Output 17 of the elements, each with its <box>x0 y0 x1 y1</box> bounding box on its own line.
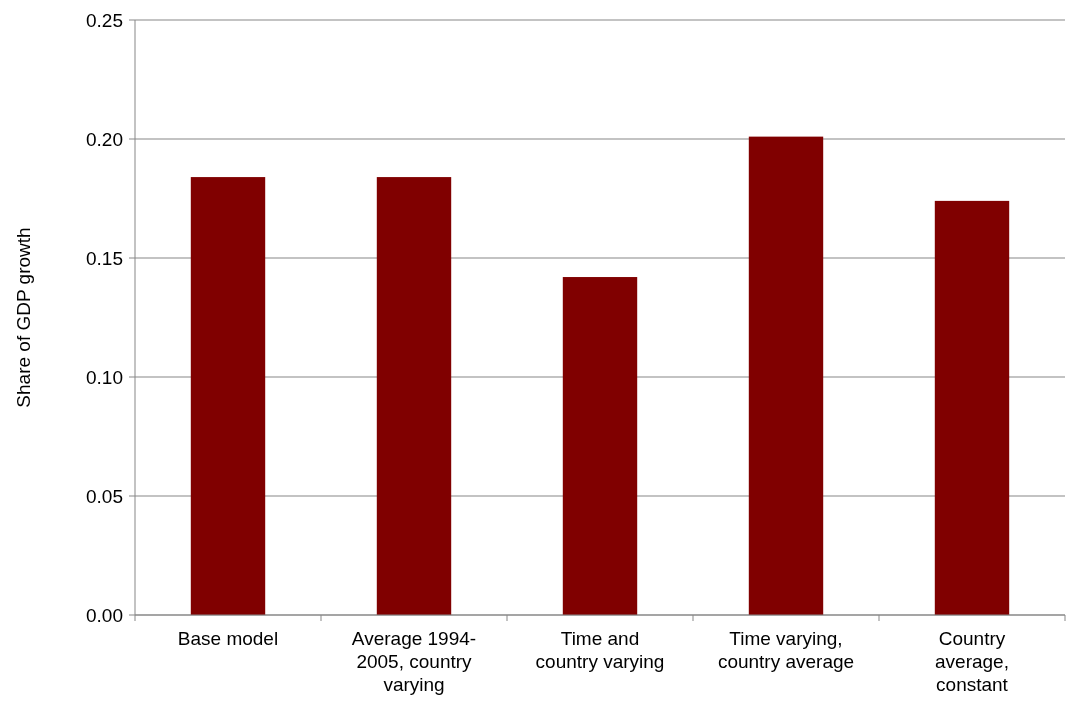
x-tick-label: Time varying, country average <box>717 628 855 672</box>
x-tick-label: Time and country varying <box>535 628 665 672</box>
bar <box>190 177 266 615</box>
x-tick-label: Base model <box>177 628 279 649</box>
y-tick-label: 0.25 <box>86 9 123 31</box>
x-tick-label: Country average, constant <box>935 628 1009 695</box>
y-tick-label: 0.20 <box>86 128 123 150</box>
y-tick-label: 0.15 <box>86 247 123 269</box>
bar <box>376 177 452 615</box>
y-tick-label: 0.00 <box>86 604 123 626</box>
bar <box>934 200 1010 615</box>
y-axis-title: Share of GDP growth <box>13 227 34 408</box>
x-tick-label: Average 1994- 2005, country varying <box>351 628 477 695</box>
bar <box>562 277 638 615</box>
y-tick-label: 0.05 <box>86 485 123 507</box>
y-tick-label: 0.10 <box>86 366 123 388</box>
bar <box>748 136 824 615</box>
